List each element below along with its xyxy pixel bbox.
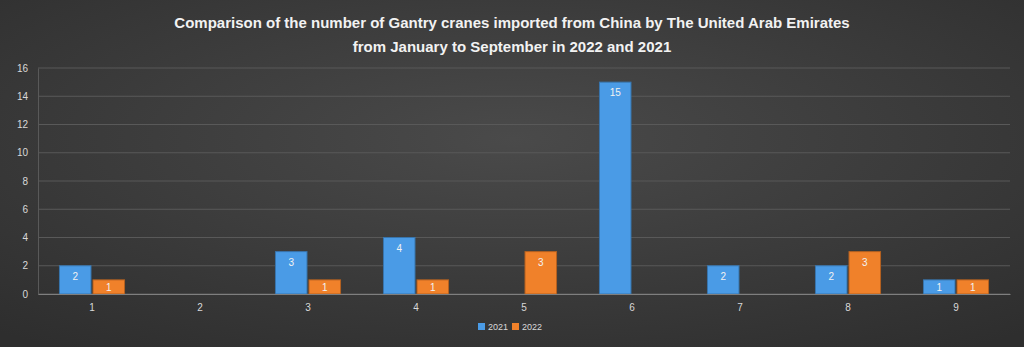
chart-container: Comparison of the number of Gantry crane… bbox=[0, 0, 1024, 347]
data-label: 15 bbox=[610, 87, 622, 98]
x-tick-label: 9 bbox=[953, 302, 959, 313]
data-label: 1 bbox=[106, 282, 112, 293]
y-tick: 6 bbox=[22, 204, 38, 215]
y-tick-label: 0 bbox=[22, 289, 28, 300]
data-label: 1 bbox=[970, 282, 976, 293]
x-tick: 2 bbox=[197, 294, 203, 313]
x-tick-label: 3 bbox=[305, 302, 311, 313]
data-labels: 2 3 4 15 2 2 1 1 1 1 3 3 1 bbox=[72, 87, 976, 293]
bar bbox=[309, 280, 341, 294]
bars bbox=[59, 82, 988, 294]
chart-svg: Comparison of the number of Gantry crane… bbox=[0, 0, 1024, 347]
y-tick: 0 bbox=[22, 289, 38, 300]
y-tick-label: 16 bbox=[17, 63, 29, 74]
legend-swatch bbox=[478, 323, 485, 330]
data-label: 2 bbox=[720, 271, 726, 282]
y-tick-label: 6 bbox=[22, 204, 28, 215]
x-tick: 5 bbox=[521, 294, 527, 313]
data-label: 3 bbox=[288, 257, 294, 268]
background bbox=[0, 0, 1024, 347]
y-tick-label: 12 bbox=[17, 119, 29, 130]
bar bbox=[599, 82, 631, 294]
y-tick-label: 8 bbox=[22, 176, 28, 187]
y-axis-line bbox=[38, 69, 39, 295]
data-label: 4 bbox=[396, 243, 402, 254]
grid-line bbox=[38, 237, 1010, 238]
y-tick-label: 2 bbox=[22, 260, 28, 271]
legend: 2021 2022 bbox=[478, 322, 542, 332]
y-tick: 12 bbox=[17, 119, 38, 130]
data-label: 2 bbox=[828, 271, 834, 282]
bar bbox=[93, 280, 125, 294]
x-tick: 9 bbox=[953, 294, 959, 313]
y-axis: 0 2 4 6 8 10 12 14 16 bbox=[17, 63, 39, 300]
y-tick-label: 4 bbox=[22, 232, 28, 243]
bar bbox=[957, 280, 989, 294]
bar bbox=[59, 266, 91, 294]
data-label: 3 bbox=[538, 257, 544, 268]
y-tick: 8 bbox=[22, 176, 38, 187]
y-tick: 16 bbox=[17, 63, 38, 74]
legend-swatch bbox=[512, 323, 519, 330]
x-axis: 1 2 3 4 5 6 7 8 9 bbox=[39, 294, 1011, 313]
grid-line bbox=[38, 152, 1010, 153]
bar bbox=[383, 238, 415, 295]
x-tick-label: 4 bbox=[413, 302, 419, 313]
title-line: from January to September in 2022 and 20… bbox=[353, 38, 671, 55]
title-line: Comparison of the number of Gantry crane… bbox=[174, 14, 849, 31]
data-label: 1 bbox=[936, 282, 942, 293]
data-label: 1 bbox=[322, 282, 328, 293]
plot: 024681012141612345678923415221111331 bbox=[17, 63, 1011, 313]
bar bbox=[815, 266, 847, 294]
legend-label: 2022 bbox=[522, 322, 542, 332]
legend-label: 2021 bbox=[488, 322, 508, 332]
y-tick: 14 bbox=[17, 91, 38, 102]
bar bbox=[707, 266, 739, 294]
x-axis-line bbox=[39, 294, 1011, 295]
x-tick-label: 1 bbox=[89, 302, 95, 313]
y-tick-label: 10 bbox=[17, 147, 29, 158]
x-tick: 8 bbox=[845, 294, 851, 313]
grid-line bbox=[38, 96, 1010, 97]
x-tick-label: 7 bbox=[737, 302, 743, 313]
grid bbox=[38, 68, 1010, 294]
x-tick: 4 bbox=[413, 294, 419, 313]
x-tick-label: 8 bbox=[845, 302, 851, 313]
x-tick-label: 5 bbox=[521, 302, 527, 313]
data-label: 2 bbox=[72, 271, 78, 282]
grid-line bbox=[38, 124, 1010, 125]
bar bbox=[923, 280, 955, 294]
y-tick-label: 14 bbox=[17, 91, 29, 102]
x-tick: 7 bbox=[737, 294, 743, 313]
x-tick-label: 2 bbox=[197, 302, 203, 313]
title: Comparison of the number of Gantry crane… bbox=[174, 14, 849, 55]
x-tick: 1 bbox=[89, 294, 95, 313]
x-tick-label: 6 bbox=[629, 302, 635, 313]
x-tick: 3 bbox=[305, 294, 311, 313]
grid-line bbox=[38, 181, 1010, 182]
bar bbox=[525, 252, 557, 294]
data-label: 1 bbox=[430, 282, 436, 293]
bar bbox=[275, 252, 307, 294]
bar bbox=[849, 252, 881, 294]
y-tick: 2 bbox=[22, 260, 38, 271]
y-tick: 4 bbox=[22, 232, 38, 243]
x-tick: 6 bbox=[629, 294, 635, 313]
y-tick: 10 bbox=[17, 147, 38, 158]
grid-line bbox=[38, 209, 1010, 210]
grid-line bbox=[38, 68, 1010, 69]
data-label: 3 bbox=[862, 257, 868, 268]
bar bbox=[417, 280, 449, 294]
